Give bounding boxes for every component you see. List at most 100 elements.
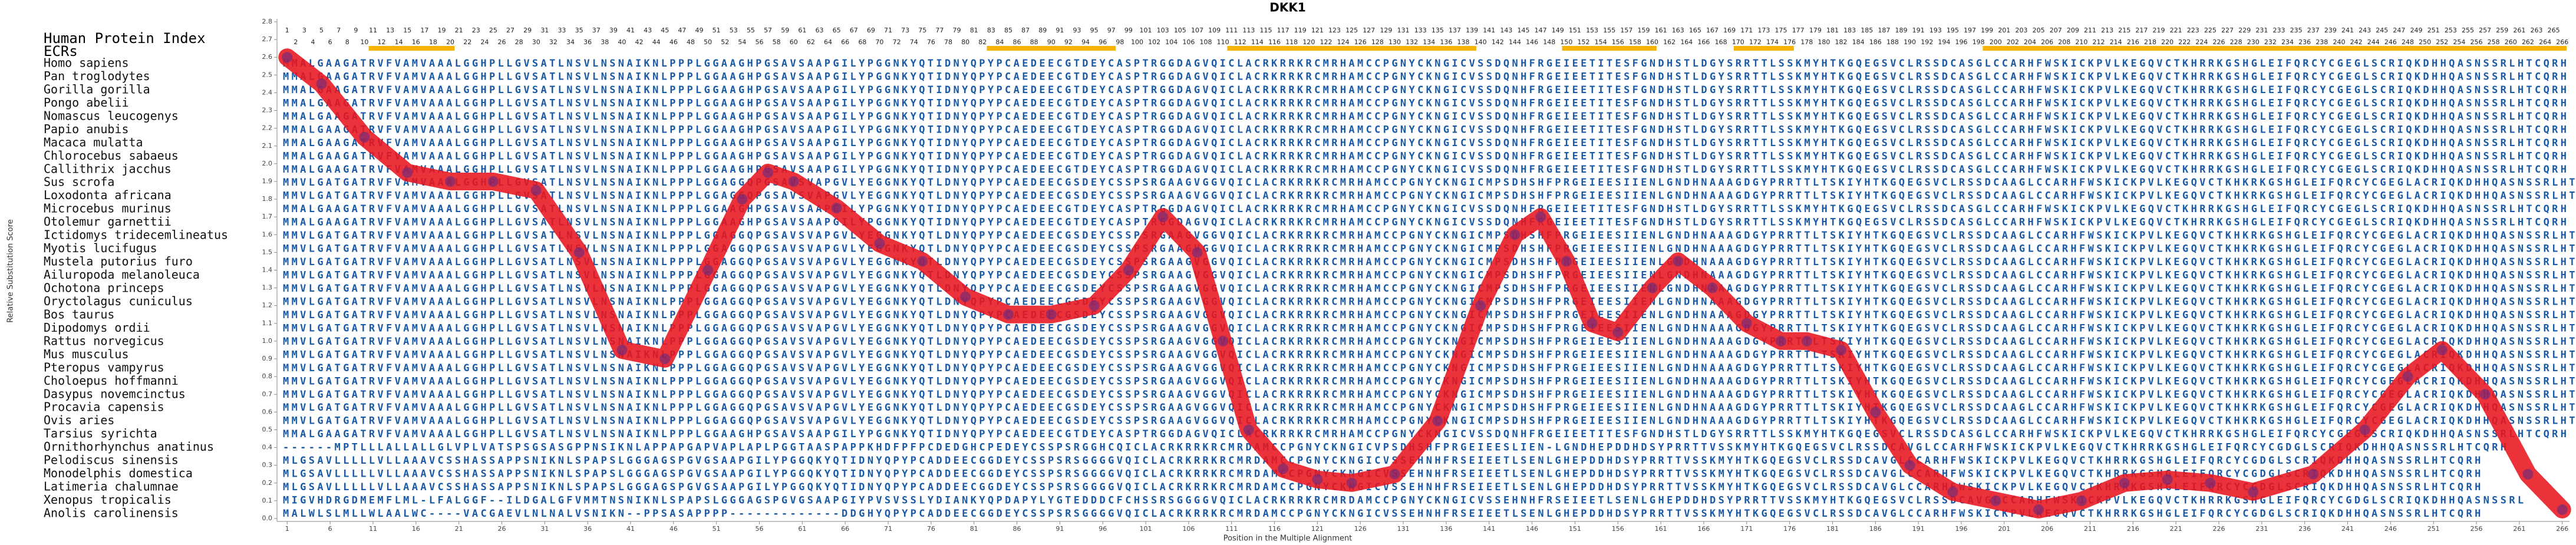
x-tick-label: 191 <box>1912 525 1925 533</box>
score-point <box>1587 318 1598 329</box>
index-number: 147 <box>1535 27 1547 34</box>
x-tick-label: 221 <box>2170 525 2182 533</box>
index-number: 234 <box>2281 38 2294 46</box>
x-tick-label: 266 <box>2556 525 2568 533</box>
x-tick-label: 166 <box>1697 525 1710 533</box>
index-number: 265 <box>2548 27 2560 34</box>
index-number: 103 <box>1157 27 1169 34</box>
species-name: Callithrix jacchus <box>44 161 171 176</box>
index-number: 80 <box>961 38 969 46</box>
index-number: 252 <box>2436 38 2448 46</box>
index-number: 242 <box>2350 38 2363 46</box>
index-number: 164 <box>1680 38 1693 46</box>
sequence: MMVLGATGATRVFVAMVAAALGGHPLLGVSATLNSVLNSN… <box>283 336 2576 348</box>
sequence: MMALGAAGATRVFVAMVAAALGGHPLLGVSATLNSVLNSN… <box>283 111 2567 123</box>
ecr-bar <box>368 46 455 51</box>
index-number: 109 <box>1208 27 1221 34</box>
sequence: MMVLGATGATRVFVAMVAAALGGHPLLGVSATLNSVLNSN… <box>283 270 2576 282</box>
y-tick-label: 2.8 <box>262 18 273 25</box>
index-number: 203 <box>2015 27 2027 34</box>
index-number: 33 <box>558 27 566 34</box>
ecr-bar <box>987 46 1116 51</box>
score-point <box>788 176 799 187</box>
score-point <box>445 176 456 187</box>
y-tick-label: 1.0 <box>262 337 273 345</box>
score-point <box>487 176 499 187</box>
index-number: 92 <box>1064 38 1073 46</box>
index-number: 262 <box>2522 38 2534 46</box>
index-number: 264 <box>2539 38 2551 46</box>
score-point <box>1475 300 1486 311</box>
index-number: 194 <box>1938 38 1950 46</box>
x-tick-label: 91 <box>1056 525 1064 533</box>
score-point <box>1123 265 1134 276</box>
x-tick-label: 21 <box>455 525 463 533</box>
species-name: Ovis aries <box>44 413 114 427</box>
y-tick-label: 2.0 <box>262 160 273 167</box>
y-tick-label: 1.4 <box>262 266 273 274</box>
x-tick-label: 81 <box>970 525 978 533</box>
index-number: 179 <box>1809 27 1822 34</box>
index-number: 84 <box>995 38 1004 46</box>
index-number: 192 <box>1921 38 1933 46</box>
index-number: 83 <box>987 27 995 34</box>
y-tick-label: 1.6 <box>262 230 273 238</box>
index-number: 17 <box>420 27 428 34</box>
index-label: Human Protein Index <box>44 30 206 47</box>
index-number: 19 <box>438 27 446 34</box>
species-name: Rattus norvegicus <box>44 333 164 348</box>
species-name: Papio anubis <box>44 122 129 136</box>
sequence: MMVLGATGATRVFVAMVAAALGGHPLLGVSATLNSVLNSN… <box>283 322 2576 334</box>
index-number: 51 <box>713 27 721 34</box>
index-number: 215 <box>2118 27 2130 34</box>
index-number: 116 <box>1268 38 1281 46</box>
sequence: MMVLGATGATRVFVAMVAAALGGHPLLGVSATLNSVLNSN… <box>283 256 2576 268</box>
index-number: 134 <box>1423 38 1435 46</box>
x-tick-label: 256 <box>2471 525 2483 533</box>
index-number: 137 <box>1449 27 1461 34</box>
x-tick-label: 16 <box>412 525 420 533</box>
index-number: 101 <box>1140 27 1152 34</box>
index-number: 8 <box>345 38 349 46</box>
sequence: MMALGAAGATRVFVAMVAAALGGHPLLGVSATLNSVLNSN… <box>283 58 2567 70</box>
score-point <box>2359 424 2370 435</box>
index-number: 130 <box>1388 38 1401 46</box>
y-tick-label: 0.7 <box>262 390 273 398</box>
index-number: 7 <box>337 27 341 34</box>
species-name: Mustela putorius furo <box>44 255 193 269</box>
index-number: 47 <box>678 27 686 34</box>
x-tick-label: 56 <box>756 525 764 533</box>
index-number: 245 <box>2376 27 2388 34</box>
index-number: 1 <box>285 27 289 34</box>
score-point <box>1801 335 1812 346</box>
index-number: 240 <box>2333 38 2345 46</box>
index-number: 108 <box>1200 38 1212 46</box>
sequence: MMVLGATGATRVFVAMVAAALGGHPLLGVSATLNSVLNSN… <box>283 402 2576 414</box>
index-number: 136 <box>1440 38 1452 46</box>
score-point <box>831 203 842 214</box>
species-name: Oryctolagus cuniculus <box>44 294 193 308</box>
index-number: 15 <box>403 27 411 34</box>
y-tick-label: 2.4 <box>262 88 273 96</box>
ecr-bar <box>1562 46 1657 51</box>
sequence: MMVLGATGATRVFVAMVAAALGGHPLLGVSATLNSVLNSN… <box>283 389 2576 401</box>
index-number: 246 <box>2384 38 2397 46</box>
index-number: 248 <box>2402 38 2414 46</box>
species-name: Pelodiscus sinensis <box>44 453 179 467</box>
y-tick-label: 2.3 <box>262 107 273 114</box>
ecr-bar <box>1227 46 1476 51</box>
index-number: 10 <box>360 38 368 46</box>
index-number: 161 <box>1655 27 1667 34</box>
x-tick-label: 41 <box>626 525 635 533</box>
index-number: 219 <box>2153 27 2165 34</box>
index-number: 188 <box>1886 38 1899 46</box>
index-number: 93 <box>1073 27 1081 34</box>
x-tick-label: 116 <box>1268 525 1281 533</box>
index-number: 180 <box>1818 38 1830 46</box>
index-number: 163 <box>1672 27 1684 34</box>
sequence: MMVLGATGATRVFVAMVAAALGGHPLLGVSATLNSVLNSN… <box>283 177 2576 189</box>
species-name: Choloepus hoffmanni <box>44 374 179 388</box>
species-name: Loxodonta africana <box>44 188 171 202</box>
index-number: 132 <box>1406 38 1418 46</box>
sequence: MMALGAAGATRVFVAMVAAALGGHPLLGVSATLNSVLNSN… <box>283 97 2567 109</box>
